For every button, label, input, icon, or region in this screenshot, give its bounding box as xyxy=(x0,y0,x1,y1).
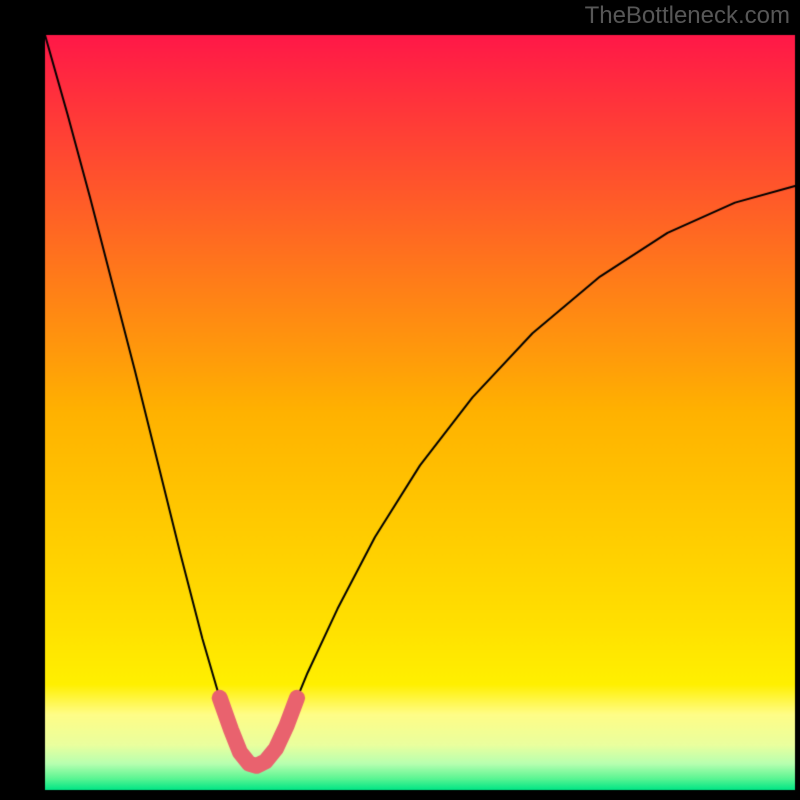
chart-stage: TheBottleneck.com xyxy=(0,0,800,800)
watermark-text: TheBottleneck.com xyxy=(585,2,790,30)
chart-canvas xyxy=(0,0,800,800)
